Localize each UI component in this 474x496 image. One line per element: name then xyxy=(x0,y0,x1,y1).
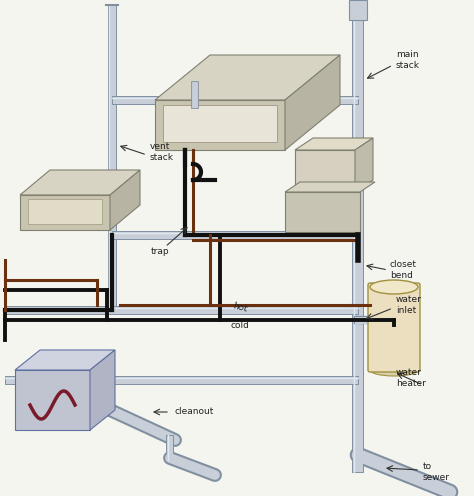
Text: to
sewer: to sewer xyxy=(423,462,450,482)
Bar xyxy=(295,150,355,192)
Bar xyxy=(5,306,358,314)
Text: hot: hot xyxy=(232,302,248,314)
Text: water
inlet: water inlet xyxy=(396,295,422,314)
Polygon shape xyxy=(20,195,110,230)
Bar xyxy=(108,5,116,310)
Text: trap: trap xyxy=(151,248,169,256)
Text: cleanout: cleanout xyxy=(175,408,214,417)
Ellipse shape xyxy=(370,364,418,376)
Bar xyxy=(349,0,367,20)
Polygon shape xyxy=(20,170,140,195)
Bar xyxy=(112,376,358,384)
Polygon shape xyxy=(28,199,102,224)
Polygon shape xyxy=(155,55,340,100)
FancyBboxPatch shape xyxy=(368,283,420,372)
Polygon shape xyxy=(110,170,140,230)
Ellipse shape xyxy=(370,280,418,294)
Bar xyxy=(112,96,358,104)
Polygon shape xyxy=(295,138,373,150)
Polygon shape xyxy=(285,182,375,192)
Polygon shape xyxy=(15,370,90,430)
Polygon shape xyxy=(285,55,340,150)
Text: main
stack: main stack xyxy=(396,50,420,70)
Polygon shape xyxy=(355,138,373,192)
Polygon shape xyxy=(15,350,115,370)
Polygon shape xyxy=(155,100,285,150)
Bar xyxy=(5,376,112,384)
Text: cold: cold xyxy=(230,320,249,329)
Text: vent
stack: vent stack xyxy=(150,142,174,162)
Polygon shape xyxy=(285,192,360,232)
Bar xyxy=(166,435,173,460)
Bar xyxy=(112,231,358,239)
Text: water
heater: water heater xyxy=(396,369,426,388)
Polygon shape xyxy=(90,350,115,430)
Bar xyxy=(353,5,364,472)
Text: closet
bend: closet bend xyxy=(390,260,417,280)
Polygon shape xyxy=(163,105,277,142)
